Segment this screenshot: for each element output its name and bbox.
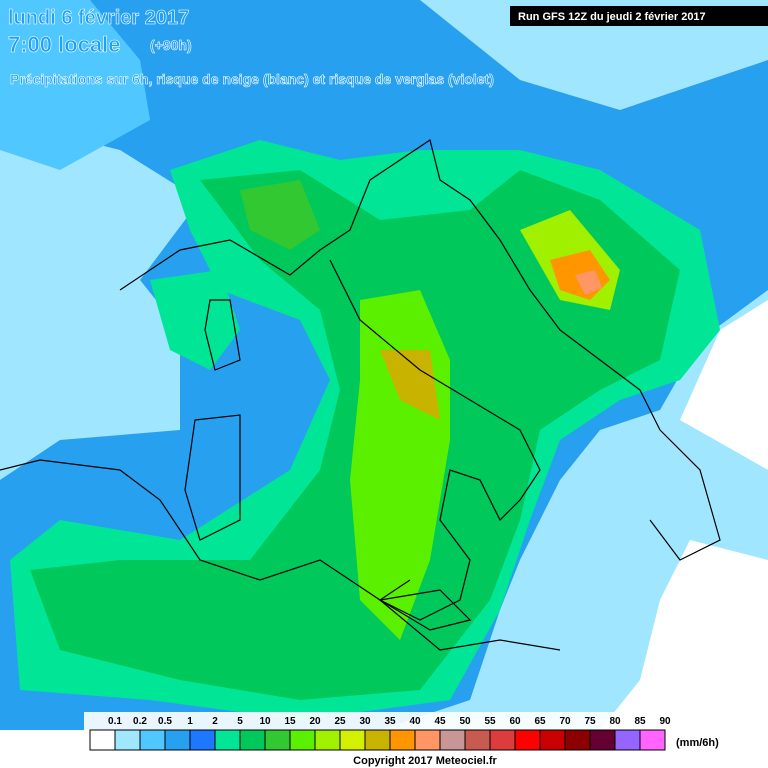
- legend-label: 0.1: [108, 716, 122, 727]
- legend-swatch: [639, 729, 666, 751]
- legend-swatch: [564, 729, 591, 751]
- legend-label: 25: [334, 716, 346, 727]
- legend-swatch: [364, 729, 391, 751]
- legend-label: 40: [409, 716, 421, 727]
- legend-swatch: [214, 729, 241, 751]
- legend-swatch: [614, 729, 641, 751]
- legend-label: 65: [534, 716, 546, 727]
- legend-label: 75: [584, 716, 596, 727]
- legend-label: 55: [484, 716, 496, 727]
- legend-swatch: [264, 729, 291, 751]
- date: lundi 6 février 2017: [8, 7, 189, 29]
- legend-swatch: [389, 729, 416, 751]
- legend-swatch: [439, 729, 466, 751]
- legend-label: 45: [434, 716, 446, 727]
- legend-swatch: [414, 729, 441, 751]
- legend-swatch: [164, 729, 191, 751]
- legend-label: 35: [384, 716, 396, 727]
- legend-label: 80: [609, 716, 621, 727]
- legend-label: 15: [284, 716, 296, 727]
- legend-label: 10: [259, 716, 271, 727]
- legend-label: 5: [237, 716, 243, 727]
- legend-swatch: [89, 729, 116, 751]
- run-info: Run GFS 12Z du jeudi 2 février 2017: [518, 11, 706, 23]
- legend-label: 30: [359, 716, 371, 727]
- legend-label: 50: [459, 716, 471, 727]
- legend-swatch: [339, 729, 366, 751]
- legend-label: 70: [559, 716, 571, 727]
- legend-swatch: [139, 729, 166, 751]
- legend-swatch: [589, 729, 616, 751]
- legend-label: 0.2: [133, 716, 147, 727]
- legend-unit: (mm/6h): [676, 737, 719, 749]
- legend-label: 2: [212, 716, 218, 727]
- coastlines: [0, 139, 721, 651]
- legend-label: 85: [634, 716, 646, 727]
- legend-swatch: [514, 729, 541, 751]
- lead-time: (+90h): [150, 37, 192, 53]
- legend-swatch: [289, 729, 316, 751]
- legend-label: 0.5: [158, 716, 172, 727]
- copyright: Copyright 2017 Meteociel.fr: [353, 755, 497, 767]
- header: lundi 6 février 2017 7:00 locale (+90h) …: [8, 6, 768, 87]
- legend-swatch: [114, 729, 141, 751]
- legend-label: 1: [187, 716, 193, 727]
- legend-swatch: [464, 729, 491, 751]
- legend-swatch: [314, 729, 341, 751]
- legend-label: 20: [309, 716, 321, 727]
- legend-swatch: [539, 729, 566, 751]
- local-time: 7:00 locale: [8, 32, 121, 57]
- legend-swatch: [189, 729, 216, 751]
- legend-swatch: [489, 729, 516, 751]
- legend-label: 90: [659, 716, 671, 727]
- legend-swatch: [239, 729, 266, 751]
- legend-label: 60: [509, 716, 521, 727]
- subtitle: Précipitations sur 6h, risque de neige (…: [10, 71, 494, 87]
- legend: 0.1 0.2 0.5 1 2 5 10 15 20 25 30 35 40 45 50 55 60 65 70 75…: [84, 712, 684, 752]
